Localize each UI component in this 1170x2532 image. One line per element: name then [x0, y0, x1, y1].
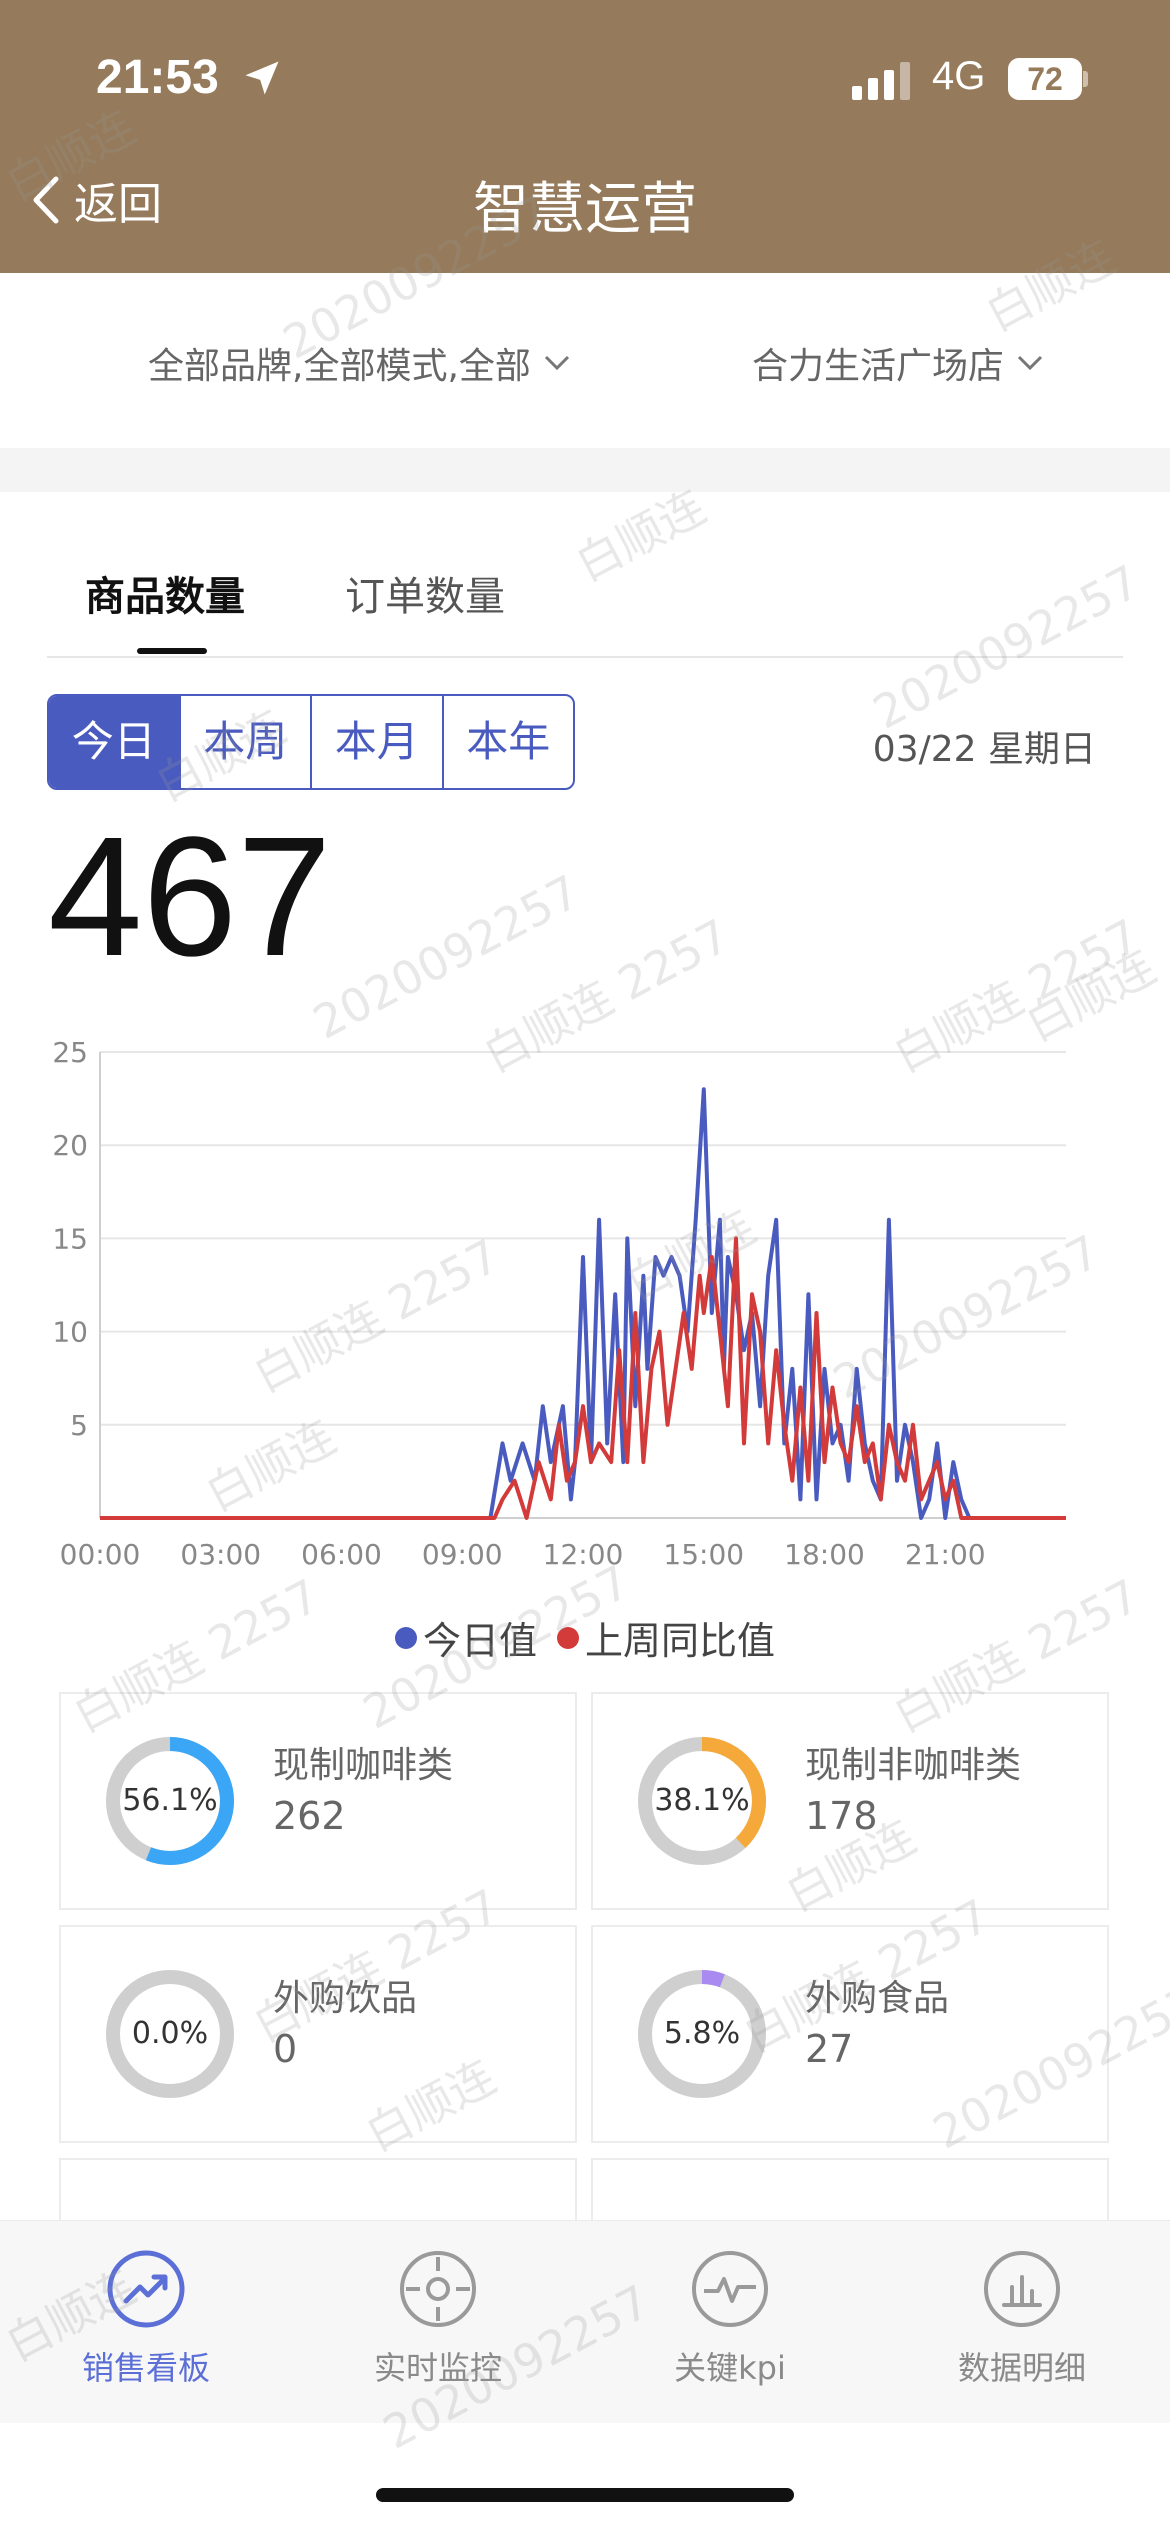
period-month-button[interactable]: 本月 [312, 696, 444, 788]
x-tick-label: 15:00 [663, 1538, 744, 1571]
top-header: 21:53 4G 72 返回 智慧运营 [0, 0, 1170, 273]
donut-ring [106, 1970, 234, 2098]
nav-sales-dashboard[interactable]: 销售看板 [46, 2247, 246, 2389]
section-divider [0, 448, 1170, 492]
x-tick-label: 12:00 [543, 1538, 624, 1571]
current-date: 03/22 星期日 [872, 729, 1096, 770]
bottom-tab-bar: 销售看板 实时监控 关键kpi 数据明细 [0, 2220, 1170, 2423]
donut-ring [106, 1737, 234, 1865]
metric-tabs: 商品数量 订单数量 [47, 540, 1123, 658]
category-tile-coffee[interactable]: 56.1% 现制咖啡类 262 [59, 1692, 577, 1910]
target-icon [400, 2251, 476, 2327]
total-count: 467 [48, 802, 332, 992]
y-tick-label: 15 [52, 1222, 88, 1255]
donut-track [106, 1970, 234, 2098]
category-percent: 38.1% [654, 1783, 750, 1818]
category-count: 262 [273, 1794, 346, 1838]
store-filter-dropdown[interactable]: 合力生活广场店 [752, 337, 1044, 389]
category-name: 现制咖啡类 [273, 1745, 454, 1786]
page-title: 智慧运营 [473, 177, 697, 242]
donut-ring [638, 1737, 766, 1865]
network-type: 4G [932, 54, 986, 98]
category-percent: 5.8% [663, 2016, 741, 2051]
battery-icon: 72 [1008, 58, 1088, 100]
location-arrow-icon [245, 61, 279, 95]
chart-legend: 今日值 上周同比值 [0, 1610, 1170, 1665]
filter-bar: 全部品牌,全部模式,全部 合力生活广场店 [0, 273, 1170, 448]
category-name: 外购饮品 [273, 1978, 418, 2019]
nav-label: 实时监控 [373, 2349, 502, 2387]
y-tick-label: 5 [70, 1409, 88, 1442]
series-line-last-week [100, 1236, 1066, 1520]
pulse-icon [692, 2251, 768, 2327]
donut-ring [638, 1970, 766, 2098]
nav-label: 数据明细 [957, 2349, 1086, 2387]
category-percent: 0.0% [131, 2016, 209, 2051]
nav-label: 关键kpi [674, 2349, 786, 2387]
nav-realtime-monitor[interactable]: 实时监控 [338, 2247, 538, 2389]
x-tick-label: 00:00 [60, 1538, 141, 1571]
brand-filter-label: 全部品牌,全部模式,全部 [148, 346, 531, 387]
legend-item-today[interactable]: 今日值 [394, 1610, 537, 1665]
period-today-button[interactable]: 今日 [49, 696, 181, 788]
nav-label: 销售看板 [81, 2349, 210, 2387]
x-tick-label: 18:00 [784, 1538, 865, 1571]
trend-icon [107, 2250, 185, 2328]
status-time: 21:53 [96, 51, 219, 104]
brand-filter-dropdown[interactable]: 全部品牌,全部模式,全部 [148, 337, 571, 389]
donut-arc [638, 1737, 766, 1865]
active-tab-indicator [137, 648, 207, 654]
chevron-down-icon [1017, 355, 1043, 371]
store-filter-label: 合力生活广场店 [752, 346, 1005, 387]
category-count: 178 [805, 1794, 878, 1838]
chevron-left-icon [33, 176, 59, 224]
category-count: 0 [273, 2027, 298, 2071]
donut-arc [638, 1970, 766, 2098]
home-indicator [376, 2488, 794, 2502]
x-tick-label: 21:00 [905, 1538, 986, 1571]
nav-data-detail[interactable]: 数据明细 [922, 2247, 1122, 2389]
battery-level: 72 [1008, 58, 1082, 100]
signal-icon [852, 62, 910, 100]
category-tile-external-drinks[interactable]: 0.0% 外购饮品 0 [59, 1925, 577, 2143]
period-selector: 今日 本周 本月 本年 [47, 694, 575, 790]
y-tick-label: 20 [52, 1129, 88, 1162]
series-line-today [100, 1087, 1066, 1520]
nav-key-kpi[interactable]: 关键kpi [630, 2247, 830, 2389]
y-tick-label: 25 [52, 1036, 88, 1069]
legend-label-last-week: 上周同比值 [585, 1619, 776, 1663]
category-name: 外购食品 [805, 1978, 950, 2019]
period-week-button[interactable]: 本周 [181, 696, 312, 788]
x-tick-label: 09:00 [422, 1538, 503, 1571]
category-count: 27 [805, 2027, 854, 2071]
chevron-down-icon [544, 355, 569, 371]
x-tick-label: 06:00 [301, 1538, 382, 1571]
legend-item-last-week[interactable]: 上周同比值 [557, 1610, 775, 1665]
back-label: 返回 [74, 179, 162, 230]
category-name: 现制非咖啡类 [805, 1745, 1022, 1786]
hourly-line-chart: 5 10 15 20 25 00:00 03:00 06:00 09:00 12:00 15:00 1… [52, 1036, 1066, 1571]
tab-goods-count[interactable]: 商品数量 [85, 574, 245, 620]
back-button[interactable]: 返回 [28, 170, 162, 230]
y-tick-label: 10 [52, 1316, 88, 1349]
bar-chart-icon [984, 2251, 1060, 2327]
category-percent: 56.1% [122, 1783, 218, 1818]
donut-arc [106, 1737, 234, 1865]
x-tick-label: 03:00 [180, 1538, 261, 1571]
tab-order-count[interactable]: 订单数量 [345, 574, 505, 620]
legend-dot-today [394, 1626, 417, 1649]
period-year-button[interactable]: 本年 [466, 717, 551, 766]
category-tile-external-food[interactable]: 5.8% 外购食品 27 [591, 1925, 1109, 2143]
category-tile-non-coffee[interactable]: 38.1% 现制非咖啡类 178 [591, 1692, 1109, 1910]
legend-dot-last-week [557, 1626, 580, 1649]
legend-label-today: 今日值 [422, 1619, 537, 1663]
